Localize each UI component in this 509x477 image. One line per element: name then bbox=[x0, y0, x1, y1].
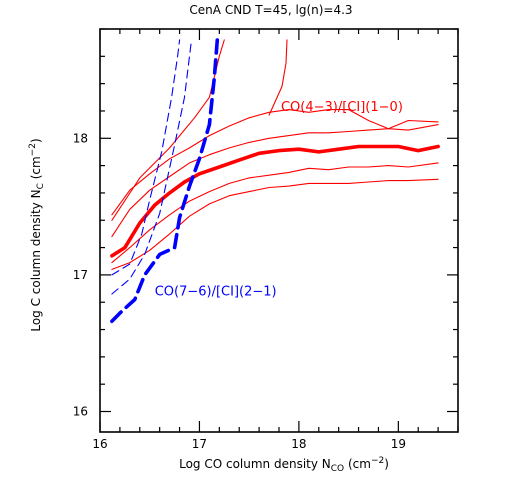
x-axis-label-subscript: CO bbox=[331, 464, 344, 474]
y-tick-label: 18 bbox=[73, 131, 88, 145]
series-line-7 bbox=[110, 38, 220, 324]
y-axis-label-unit-close: ) bbox=[29, 138, 43, 143]
y-axis-label: Log C column density NC (cm−2) bbox=[28, 138, 46, 331]
x-axis-label-unit-close: ) bbox=[384, 457, 389, 471]
series-line-3 bbox=[111, 162, 439, 264]
series-line-0 bbox=[110, 144, 440, 258]
x-axis-label: Log CO column density NCO (cm−2) bbox=[179, 456, 389, 474]
x-axis-label-unit-open: (cm bbox=[344, 457, 371, 471]
y-tick-label: 17 bbox=[73, 268, 88, 282]
series-line-9 bbox=[111, 39, 181, 276]
series-line-4 bbox=[111, 178, 439, 270]
x-tick-label: 18 bbox=[291, 437, 306, 451]
series-line-2 bbox=[111, 124, 439, 238]
x-tick-label: 16 bbox=[92, 437, 107, 451]
y-axis-label-base: Log C column density N bbox=[29, 189, 43, 331]
series-line-8 bbox=[111, 39, 193, 295]
y-axis-label-superscript: −2 bbox=[28, 143, 38, 156]
series-line-5 bbox=[111, 39, 225, 221]
chart-title: CenA CND T=45, lg(n)=4.3 bbox=[189, 3, 352, 17]
x-tick-label: 19 bbox=[391, 437, 406, 451]
series-line-6 bbox=[268, 39, 288, 116]
annotation-layer: CO(4−3)/[CI](1−0) CO(7−6)/[CI](2−1) bbox=[155, 100, 403, 299]
annotation-label-0: CO(4−3)/[CI](1−0) bbox=[281, 100, 403, 115]
annotation-label-1: CO(7−6)/[CI](2−1) bbox=[155, 284, 277, 299]
x-axis-label-base: Log CO column density N bbox=[179, 457, 331, 471]
y-tick-label: 16 bbox=[73, 405, 88, 419]
y-axis-label-unit-open: (cm bbox=[29, 156, 43, 183]
series-layer bbox=[110, 38, 440, 324]
y-axis-label-subscript: C bbox=[36, 183, 46, 189]
series-line-1 bbox=[111, 109, 439, 216]
tick-layer: 16 17 18 19 16 17 18 bbox=[73, 28, 459, 451]
x-axis-label-superscript: −2 bbox=[371, 456, 384, 466]
x-tick-label: 17 bbox=[192, 437, 207, 451]
